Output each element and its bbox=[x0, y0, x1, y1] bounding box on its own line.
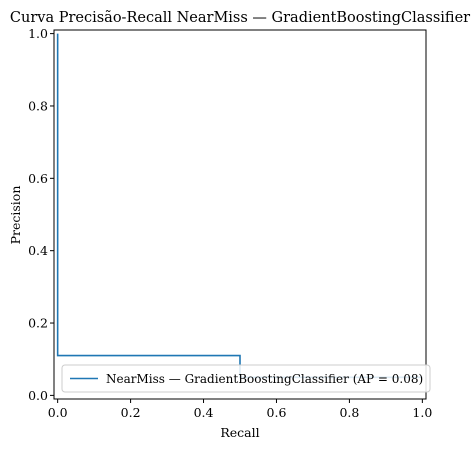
x-tick-label-1: 0.2 bbox=[121, 405, 141, 420]
y-tick-label-3: 0.6 bbox=[28, 171, 48, 186]
plot-area: 0.0 0.2 0.4 0.6 0.8 1.0 0.0 0.2 0.4 0.6 0.8 1.0 bbox=[28, 26, 432, 420]
x-tick-label-5: 1.0 bbox=[412, 405, 432, 420]
legend: NearMiss — GradientBoostingClassifier (A… bbox=[61, 364, 431, 393]
y-tick-label-4: 0.8 bbox=[28, 98, 48, 113]
x-axis-label: Recall bbox=[220, 425, 259, 440]
plot-frame bbox=[53, 29, 427, 400]
legend-label-0: NearMiss — GradientBoostingClassifier (A… bbox=[106, 372, 423, 386]
series-line-0 bbox=[56, 33, 423, 379]
y-axis-label: Precision bbox=[8, 186, 23, 245]
x-tick-label-3: 0.6 bbox=[267, 405, 287, 420]
x-tick-label-4: 0.8 bbox=[339, 405, 359, 420]
x-tick-label-2: 0.4 bbox=[194, 405, 214, 420]
y-tick-label-1: 0.2 bbox=[28, 316, 48, 331]
y-tick-label-5: 1.0 bbox=[28, 26, 48, 41]
y-tick-label-2: 0.4 bbox=[28, 243, 48, 258]
y-tick-label-0: 0.0 bbox=[28, 388, 48, 403]
x-tick-label-0: 0.0 bbox=[48, 405, 68, 420]
legend-box bbox=[61, 364, 431, 393]
chart-title: Curva Precisão-Recall NearMiss — Gradien… bbox=[10, 10, 470, 26]
